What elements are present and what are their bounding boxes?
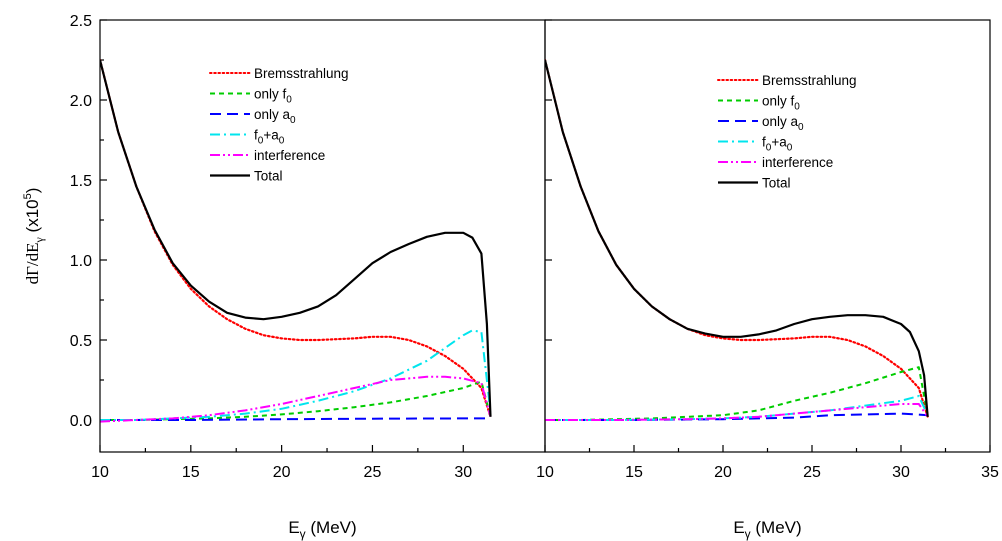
x-tick-label: 10 — [536, 464, 554, 481]
x-tick-label: 30 — [454, 464, 472, 481]
x-tick-label: 20 — [714, 464, 732, 481]
legend-entry-brems: Bremsstrahlung — [762, 73, 857, 88]
x-tick-label: 15 — [625, 464, 643, 481]
x-tick-label: 30 — [892, 464, 910, 481]
y-tick-label: 1.0 — [70, 253, 92, 270]
x-tick-label: 25 — [803, 464, 821, 481]
x-axis-title: Eγ (MeV) — [733, 518, 801, 541]
legend-entry-interference: interference — [762, 155, 833, 170]
x-axis-title: Eγ (MeV) — [288, 518, 356, 541]
x-tick-label: 35 — [981, 464, 999, 481]
legend-entry-f0: only f0 — [254, 87, 292, 106]
series-line-total — [100, 59, 492, 417]
series-line-f0a0 — [545, 395, 929, 421]
panel-left: 10 15 20 25 30 0.0 0.5 1.0 1.5 2.0 2.5 Bremsstrahlu… — [22, 13, 546, 541]
y-tick-label: 2.0 — [70, 93, 92, 110]
chart-panels: 10 15 20 25 30 0.0 0.5 1.0 1.5 2.0 2.5 Bremsstrahlu… — [22, 13, 999, 541]
series-line-f0 — [100, 380, 492, 421]
x-tick-label: 25 — [364, 464, 382, 481]
legend-entry-f0a0: f0+a0 — [762, 135, 793, 154]
series-line-interference — [545, 403, 929, 421]
series-line-a0 — [545, 412, 928, 421]
y-tick-label: 1.5 — [70, 173, 92, 190]
series-line-f0a0 — [100, 329, 492, 421]
x-tick-label: 20 — [273, 464, 291, 481]
plot-frame — [99, 19, 546, 453]
legend-entry-f0: only f0 — [762, 94, 800, 113]
series-line-f0 — [545, 366, 929, 421]
y-tick-label: 2.5 — [70, 13, 92, 30]
legend-entry-a0: only a0 — [254, 107, 296, 126]
legend-entry-brems: Bremsstrahlung — [254, 66, 349, 81]
series-line-interference — [100, 375, 492, 423]
series-line-a0 — [100, 417, 491, 421]
legend-entry-total: Total — [254, 169, 283, 184]
legend-entry-total: Total — [762, 176, 791, 191]
legend-entry-f0a0: f0+a0 — [254, 128, 285, 147]
y-axis-title: dΓ/dEγ (x105) — [22, 188, 46, 285]
legend-entry-a0: only a0 — [762, 114, 804, 133]
y-tick-label: 0.5 — [70, 333, 92, 350]
legend-entry-interference: interference — [254, 148, 325, 163]
x-tick-label: 15 — [182, 464, 200, 481]
series-line-total — [545, 59, 929, 417]
x-tick-label: 10 — [91, 464, 109, 481]
y-tick-label: 0.0 — [70, 413, 92, 430]
plot-frame — [544, 19, 991, 453]
